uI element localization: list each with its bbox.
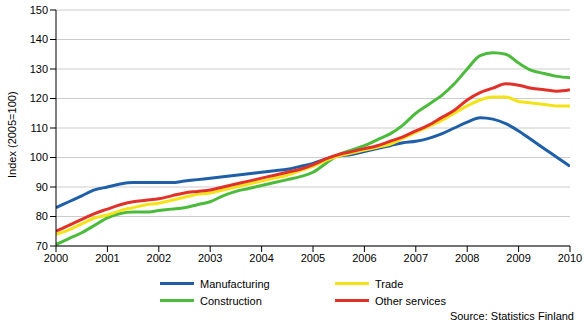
- svg-text:140: 140: [30, 33, 48, 45]
- svg-text:2009: 2009: [506, 252, 530, 264]
- html-text:Trade: Trade: [375, 277, 404, 290]
- svg-text:110: 110: [30, 122, 48, 134]
- svg-text:100: 100: [30, 151, 48, 163]
- svg-text:130: 130: [30, 63, 48, 75]
- svg-text:2010: 2010: [558, 252, 576, 264]
- svg-text:2002: 2002: [147, 252, 171, 264]
- svg-text:2003: 2003: [198, 252, 222, 264]
- svg-text:2004: 2004: [249, 252, 273, 264]
- svg-text:2007: 2007: [404, 252, 428, 264]
- svg-text:2005: 2005: [301, 252, 325, 264]
- html-text:Manufacturing: Manufacturing: [200, 277, 270, 290]
- svg-text:2008: 2008: [455, 252, 479, 264]
- svg-text:120: 120: [30, 92, 48, 104]
- svg-text:90: 90: [36, 181, 48, 193]
- svg-text:Index (2005=100): Index (2005=100): [8, 91, 18, 178]
- svg-text:150: 150: [30, 4, 48, 16]
- html-text:Construction: Construction: [200, 294, 262, 307]
- html-text:Other services: Other services: [375, 294, 446, 307]
- html-text:Source: Statistics Finland: Source: Statistics Finland: [449, 310, 574, 322]
- svg-text:80: 80: [36, 210, 48, 222]
- svg-text:2000: 2000: [44, 252, 68, 264]
- svg-text:70: 70: [36, 240, 48, 252]
- svg-text:2006: 2006: [352, 252, 376, 264]
- svg-text:2001: 2001: [95, 252, 119, 264]
